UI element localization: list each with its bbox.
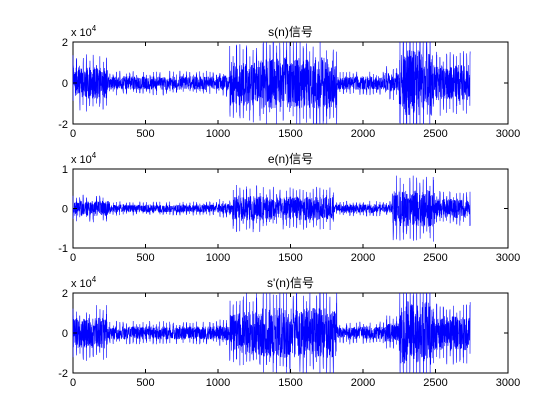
x-tick-label: 2000 xyxy=(351,377,375,389)
y-tick-label: -2 xyxy=(58,119,68,131)
x-tick-label: 1500 xyxy=(278,377,302,389)
y-tick-label: -2 xyxy=(58,368,68,380)
x-tick-label: 1000 xyxy=(206,252,230,264)
x-tick-label: 500 xyxy=(136,252,154,264)
y-tick-label: -1 xyxy=(58,243,68,255)
y-tick-label: 2 xyxy=(62,288,68,300)
y-tick-label: 2 xyxy=(62,37,68,49)
x-tick-label: 2500 xyxy=(423,128,447,140)
x-tick-label: 500 xyxy=(136,377,154,389)
x-tick-label: 2500 xyxy=(423,377,447,389)
y-tick-label: 0 xyxy=(62,204,68,216)
x-tick-label: 0 xyxy=(70,377,76,389)
x-tick-label: 3000 xyxy=(496,128,520,140)
signal-line xyxy=(72,175,471,242)
signal-line xyxy=(72,292,471,374)
x-tick-label: 2500 xyxy=(423,252,447,264)
x-tick-label: 2000 xyxy=(351,252,375,264)
signal-line xyxy=(72,41,471,125)
y-tick-label: 1 xyxy=(62,164,68,176)
y-tick-label: 0 xyxy=(62,328,68,340)
x-tick-label: 0 xyxy=(70,252,76,264)
x-tick-label: 500 xyxy=(136,128,154,140)
subplot-title: s'(n)信号 xyxy=(267,276,314,290)
y-exponent-label: x 104 xyxy=(71,275,97,290)
x-tick-label: 1000 xyxy=(206,128,230,140)
x-tick-label: 1500 xyxy=(278,252,302,264)
y-exponent-label: x 104 xyxy=(71,151,97,166)
x-tick-label: 3000 xyxy=(496,252,520,264)
x-tick-label: 2000 xyxy=(351,128,375,140)
y-tick-label: 0 xyxy=(62,78,68,90)
x-tick-label: 0 xyxy=(70,128,76,140)
subplot-title: s(n)信号 xyxy=(268,25,313,39)
y-exponent-label: x 104 xyxy=(71,24,97,39)
x-tick-label: 1500 xyxy=(278,128,302,140)
x-tick-label: 1000 xyxy=(206,377,230,389)
subplot-title: e(n)信号 xyxy=(268,152,313,166)
x-tick-label: 3000 xyxy=(496,377,520,389)
